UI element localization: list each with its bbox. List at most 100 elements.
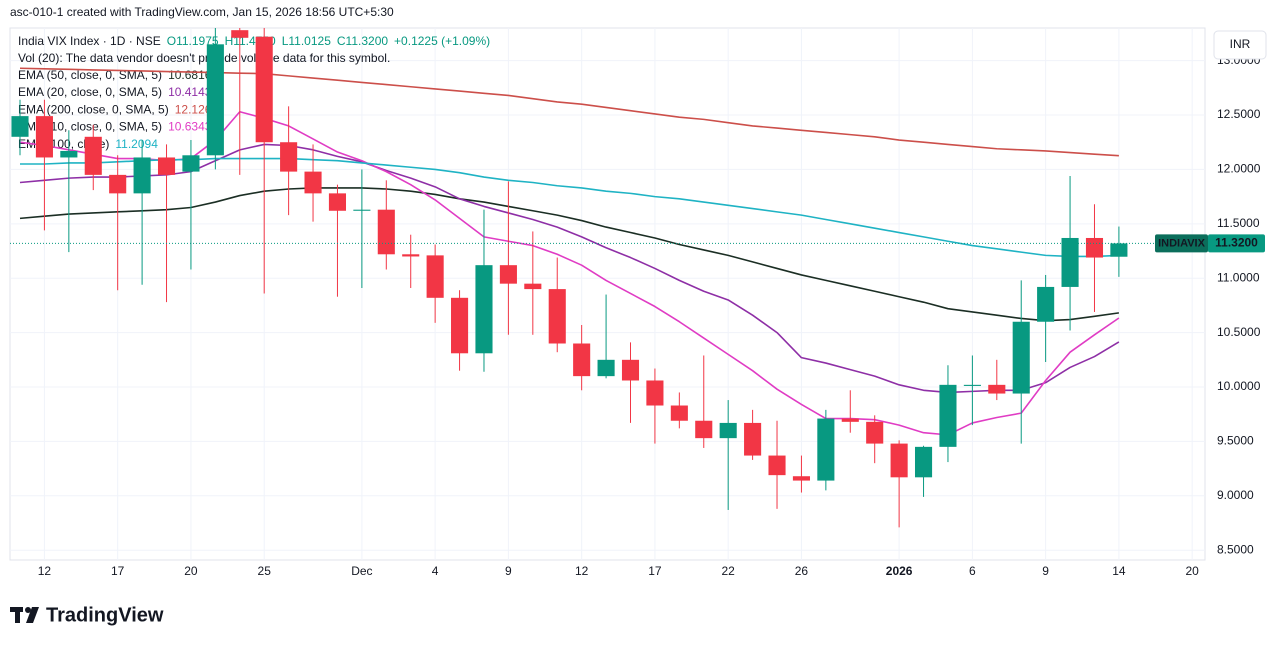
ema-line: [19, 143, 1120, 394]
ema-line: [19, 187, 1120, 322]
candle-body: [866, 421, 884, 444]
candle-body: [133, 157, 151, 194]
x-tick-label: 9: [505, 564, 512, 578]
x-tick-label: 6: [969, 564, 976, 578]
pane-border: [9, 27, 1206, 561]
y-tick-label: 10.5000: [1217, 325, 1261, 339]
candle-body: [499, 265, 517, 284]
series-name: EMA (20, close, 0, SMA, 5): [18, 85, 162, 99]
candle-body: [841, 418, 859, 422]
candle-body: [597, 359, 615, 377]
series-legend: EMA (20, close, 0, SMA, 5) 10.4143: [18, 85, 212, 99]
candle-body: [524, 283, 542, 290]
candle-body: [426, 255, 444, 298]
candle-body: [60, 150, 78, 158]
series-value: 10.6343: [168, 120, 212, 134]
candle-body: [231, 30, 249, 38]
series-value: 10.6816: [168, 68, 212, 82]
y-tick-label: 9.0000: [1217, 488, 1254, 502]
symbol-title: India VIX Index · 1D · NSE: [18, 34, 161, 48]
x-tick-label: 9: [1042, 564, 1049, 578]
ohlc-open: O11.1975: [167, 34, 219, 48]
candle-body: [1085, 237, 1104, 258]
x-tick-label: 17: [648, 564, 662, 578]
candle-body: [817, 418, 835, 481]
candle-body: [744, 422, 762, 456]
symbol-tag: [1155, 234, 1208, 253]
series-legend: EMA (200, close, 0, SMA, 5) 12.1266: [18, 103, 218, 117]
candle-body: [719, 422, 737, 439]
x-tick-label: 20: [1185, 564, 1199, 578]
logo-dot: [25, 607, 31, 613]
x-tick-label: Dec: [351, 564, 372, 578]
x-tick-label: 12: [575, 564, 589, 578]
axes: 8.5000 9.0000 9.5000 10.0000 10.5000 11.0000 1…: [38, 53, 1265, 578]
y-tick-label: 11.5000: [1217, 216, 1260, 230]
candle-body: [328, 193, 347, 211]
candle-body: [157, 157, 176, 175]
x-tick-label: 14: [1112, 564, 1126, 578]
x-tick-label: 17: [111, 564, 125, 578]
series-legend: EMA (10, close, 0, SMA, 5) 10.6343: [18, 120, 212, 134]
series-name: EMA (50, close, 0, SMA, 5): [18, 68, 162, 82]
candle-body: [646, 380, 664, 406]
currency-label[interactable]: INR: [1230, 37, 1251, 51]
legend: India VIX Index · 1D · NSE O11.1975 H11.47…: [18, 34, 490, 151]
y-tick-label: 10.0000: [1217, 379, 1261, 393]
candle-body: [695, 420, 713, 439]
candle-body: [280, 142, 298, 172]
x-tick-label: 2026: [886, 564, 913, 578]
ema-line: [19, 110, 1120, 436]
candle-body: [573, 343, 591, 377]
candle-body: [353, 209, 371, 211]
candle-body: [792, 476, 810, 481]
candle-body: [255, 36, 273, 143]
x-tick-label: 20: [184, 564, 198, 578]
price-tag-label: 11.3200: [1215, 236, 1258, 250]
candle-body: [914, 446, 933, 478]
ohlc-low: L11.0125: [282, 34, 331, 48]
currency-button[interactable]: INR: [1213, 30, 1267, 60]
candle-body: [451, 297, 469, 354]
brand-name: TradingView: [46, 604, 164, 626]
y-tick-label: 11.0000: [1217, 270, 1260, 284]
price-tag: [1208, 234, 1265, 253]
ema-line: [20, 157, 1119, 258]
volume-note: Vol (20): The data vendor doesn't provid…: [18, 51, 390, 65]
x-tick-label: 26: [795, 564, 809, 578]
candle-body: [206, 44, 224, 156]
candle-body: [988, 384, 1006, 394]
ohlc-change: +0.1225 (+1.09%): [394, 34, 490, 48]
brand-logo: TradingView: [10, 604, 164, 626]
series-value: 10.4143: [168, 85, 212, 99]
candle-body: [475, 265, 493, 354]
y-tick-label: 12.0000: [1217, 162, 1261, 176]
series-value: 11.2094: [115, 137, 158, 151]
candle-body: [768, 455, 786, 476]
candle-body: [304, 171, 322, 194]
currency-box[interactable]: [1213, 30, 1267, 60]
symbol-tag-label: INDIAVIX: [1158, 237, 1206, 249]
x-tick-label: 25: [258, 564, 272, 578]
y-tick-label: 9.5000: [1217, 434, 1254, 448]
candle-body: [402, 254, 420, 257]
candle-body: [182, 155, 200, 172]
candle-body: [939, 384, 957, 447]
candle-body: [377, 209, 395, 255]
candle-body: [890, 443, 908, 478]
y-tick-label: 8.5000: [1217, 542, 1254, 556]
y-tick-label: 12.5000: [1217, 107, 1261, 121]
x-tick-label: 4: [432, 564, 439, 578]
x-tick-label: 22: [722, 564, 736, 578]
logo-slant: [26, 607, 39, 623]
ohlc-close: C11.3200: [337, 34, 388, 48]
candle-body: [1012, 321, 1030, 394]
candle-body: [963, 384, 981, 386]
attribution: asc-010-1 created with TradingView.com, …: [10, 5, 394, 19]
series-name: EMA (200, close, 0, SMA, 5): [18, 103, 169, 117]
candle-body: [35, 116, 53, 158]
candle-body: [1037, 286, 1055, 322]
candle-body: [1110, 243, 1128, 257]
candle-body: [670, 405, 688, 421]
candle-body: [109, 174, 127, 194]
